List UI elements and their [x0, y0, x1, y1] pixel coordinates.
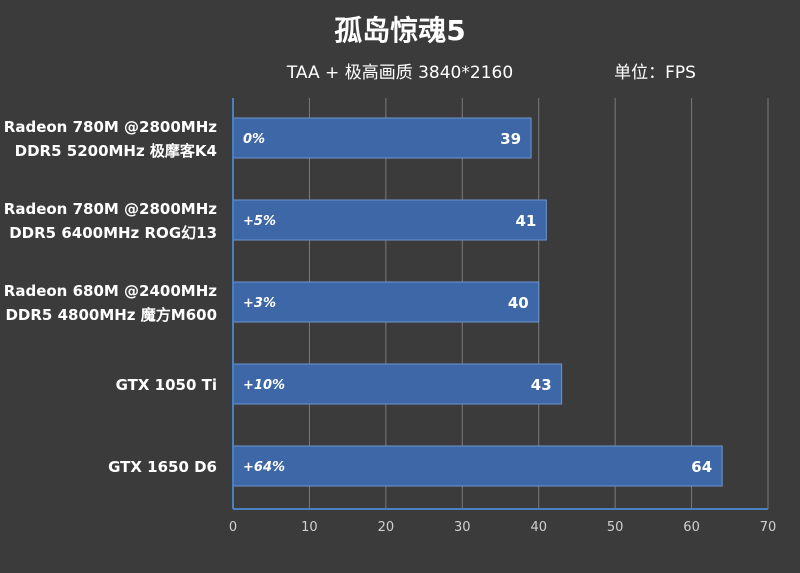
category-label: Radeon 780M @2800MHz	[4, 200, 217, 218]
category-label: Radeon 780M @2800MHz	[4, 118, 217, 136]
bar-value-label: 41	[515, 212, 536, 230]
bar	[232, 199, 547, 241]
axes: 0 10 20 30 40 50 60 70	[229, 98, 776, 535]
bar-value-label: 39	[500, 130, 521, 148]
bar	[232, 281, 540, 323]
x-tick-label: 50	[607, 520, 624, 535]
x-tick-label: 60	[683, 520, 700, 535]
bar-percent-label: +10%	[243, 378, 285, 393]
chart-title: 孤岛惊魂5	[334, 14, 465, 47]
category-label: Radeon 680M @2400MHz	[4, 282, 217, 300]
bar	[232, 445, 723, 487]
bar-value-label: 64	[691, 458, 712, 476]
bar-percent-label: +3%	[243, 296, 276, 311]
unit-label: 单位：FPS	[614, 63, 696, 83]
x-tick-label: 30	[454, 520, 471, 535]
bar-percent-label: +5%	[243, 214, 276, 229]
chart-subtitle: TAA + 极高画质 3840*2160	[286, 63, 513, 83]
bar-value-label: 43	[531, 376, 552, 394]
category-labels: Radeon 780M @2800MHz DDR5 5200MHz 极摩客K4 Ra…	[4, 118, 217, 476]
bar-value-label: 40	[508, 294, 529, 312]
bar-percent-label: 0%	[243, 132, 265, 147]
bar	[232, 117, 532, 159]
x-tick-label: 70	[760, 520, 777, 535]
bars: 0% 39 +5% 41 +3% 40 +10% 43 +64% 64	[232, 117, 723, 487]
category-label: DDR5 5200MHz 极摩客K4	[15, 142, 217, 160]
category-label: DDR5 4800MHz 魔方M600	[5, 306, 217, 324]
x-tick-label: 40	[530, 520, 547, 535]
x-tick-label: 20	[378, 520, 395, 535]
category-label: GTX 1650 D6	[108, 458, 217, 476]
bar-percent-label: +64%	[243, 460, 285, 475]
x-tick-label: 10	[301, 520, 318, 535]
category-label: DDR5 6400MHz ROG幻13	[9, 224, 217, 242]
x-tick-label: 0	[229, 520, 237, 535]
category-label: GTX 1050 Ti	[116, 376, 217, 394]
